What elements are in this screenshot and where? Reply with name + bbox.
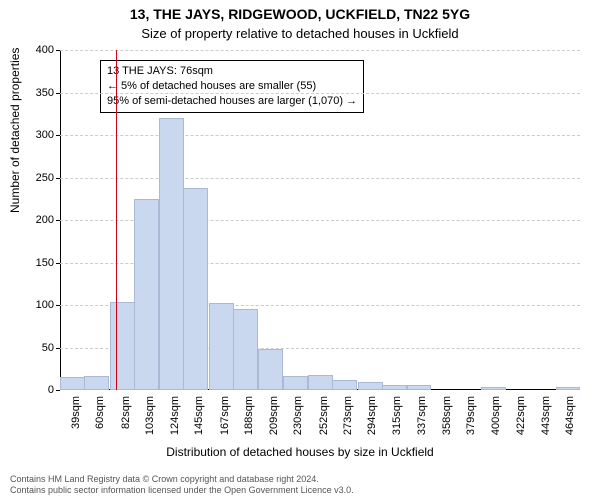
- marker-line: [116, 50, 117, 390]
- histogram-bar: [556, 387, 581, 390]
- x-tick-label: 379sqm: [465, 396, 477, 435]
- annotation-box: 13 THE JAYS: 76sqm ← 5% of detached hous…: [100, 60, 364, 113]
- histogram-bar: [283, 376, 308, 390]
- annotation-line2: ← 5% of detached houses are smaller (55): [107, 79, 357, 94]
- x-tick-label: 167sqm: [219, 396, 231, 435]
- x-tick-label: 60sqm: [94, 396, 106, 429]
- x-tick-label: 294sqm: [366, 396, 378, 435]
- x-tick-label: 209sqm: [268, 396, 280, 435]
- histogram-bar: [233, 309, 258, 390]
- x-tick-label: 82sqm: [120, 396, 132, 429]
- y-tick-mark: [56, 348, 60, 349]
- x-tick-label: 252sqm: [318, 396, 330, 435]
- x-tick-label: 124sqm: [169, 396, 181, 435]
- y-tick-mark: [56, 390, 60, 391]
- grid-line: [60, 178, 580, 179]
- histogram-bar: [308, 375, 333, 390]
- histogram-bar: [159, 118, 184, 390]
- histogram-bar: [358, 382, 383, 391]
- x-tick-label: 315sqm: [391, 396, 403, 435]
- grid-line: [60, 50, 580, 51]
- histogram-bar: [382, 385, 407, 390]
- y-tick-mark: [56, 93, 60, 94]
- y-tick-mark: [56, 305, 60, 306]
- x-axis-label: Distribution of detached houses by size …: [0, 445, 600, 459]
- x-tick-label: 188sqm: [243, 396, 255, 435]
- grid-line: [60, 135, 580, 136]
- y-axis-label: Number of detached properties: [8, 48, 22, 213]
- chart-title-sub: Size of property relative to detached ho…: [0, 26, 600, 41]
- x-tick-label: 230sqm: [292, 396, 304, 435]
- annotation-line3: 95% of semi-detached houses are larger (…: [107, 94, 357, 109]
- histogram-bar: [84, 376, 109, 390]
- x-tick-label: 337sqm: [416, 396, 428, 435]
- annotation-line1: 13 THE JAYS: 76sqm: [107, 64, 357, 79]
- x-tick-label: 145sqm: [193, 396, 205, 435]
- histogram-bar: [183, 188, 208, 390]
- histogram-bar: [407, 385, 432, 390]
- y-tick-mark: [56, 220, 60, 221]
- footer-line1: Contains HM Land Registry data © Crown c…: [10, 474, 590, 485]
- x-tick-label: 422sqm: [515, 396, 527, 435]
- x-tick-label: 400sqm: [490, 396, 502, 435]
- x-tick-label: 103sqm: [144, 396, 156, 435]
- histogram-bar: [258, 349, 283, 390]
- y-tick-mark: [56, 135, 60, 136]
- x-tick-label: 464sqm: [564, 396, 576, 435]
- y-tick-mark: [56, 178, 60, 179]
- x-tick-label: 443sqm: [540, 396, 552, 435]
- footer-text: Contains HM Land Registry data © Crown c…: [10, 474, 590, 497]
- histogram-bar: [134, 199, 159, 390]
- chart-wrapper: 13, THE JAYS, RIDGEWOOD, UCKFIELD, TN22 …: [0, 0, 600, 500]
- histogram-bar: [110, 302, 135, 390]
- x-tick-label: 39sqm: [70, 396, 82, 429]
- y-tick-mark: [56, 263, 60, 264]
- footer-line2: Contains public sector information licen…: [10, 485, 590, 496]
- histogram-bar: [332, 380, 357, 390]
- chart-title-main: 13, THE JAYS, RIDGEWOOD, UCKFIELD, TN22 …: [0, 6, 600, 22]
- y-tick-mark: [56, 50, 60, 51]
- x-tick-label: 358sqm: [441, 396, 453, 435]
- plot-area: 13 THE JAYS: 76sqm ← 5% of detached hous…: [60, 50, 580, 390]
- histogram-bar: [60, 377, 85, 390]
- histogram-bar: [209, 303, 234, 390]
- grid-line: [60, 93, 580, 94]
- x-tick-label: 273sqm: [342, 396, 354, 435]
- histogram-bar: [481, 387, 506, 390]
